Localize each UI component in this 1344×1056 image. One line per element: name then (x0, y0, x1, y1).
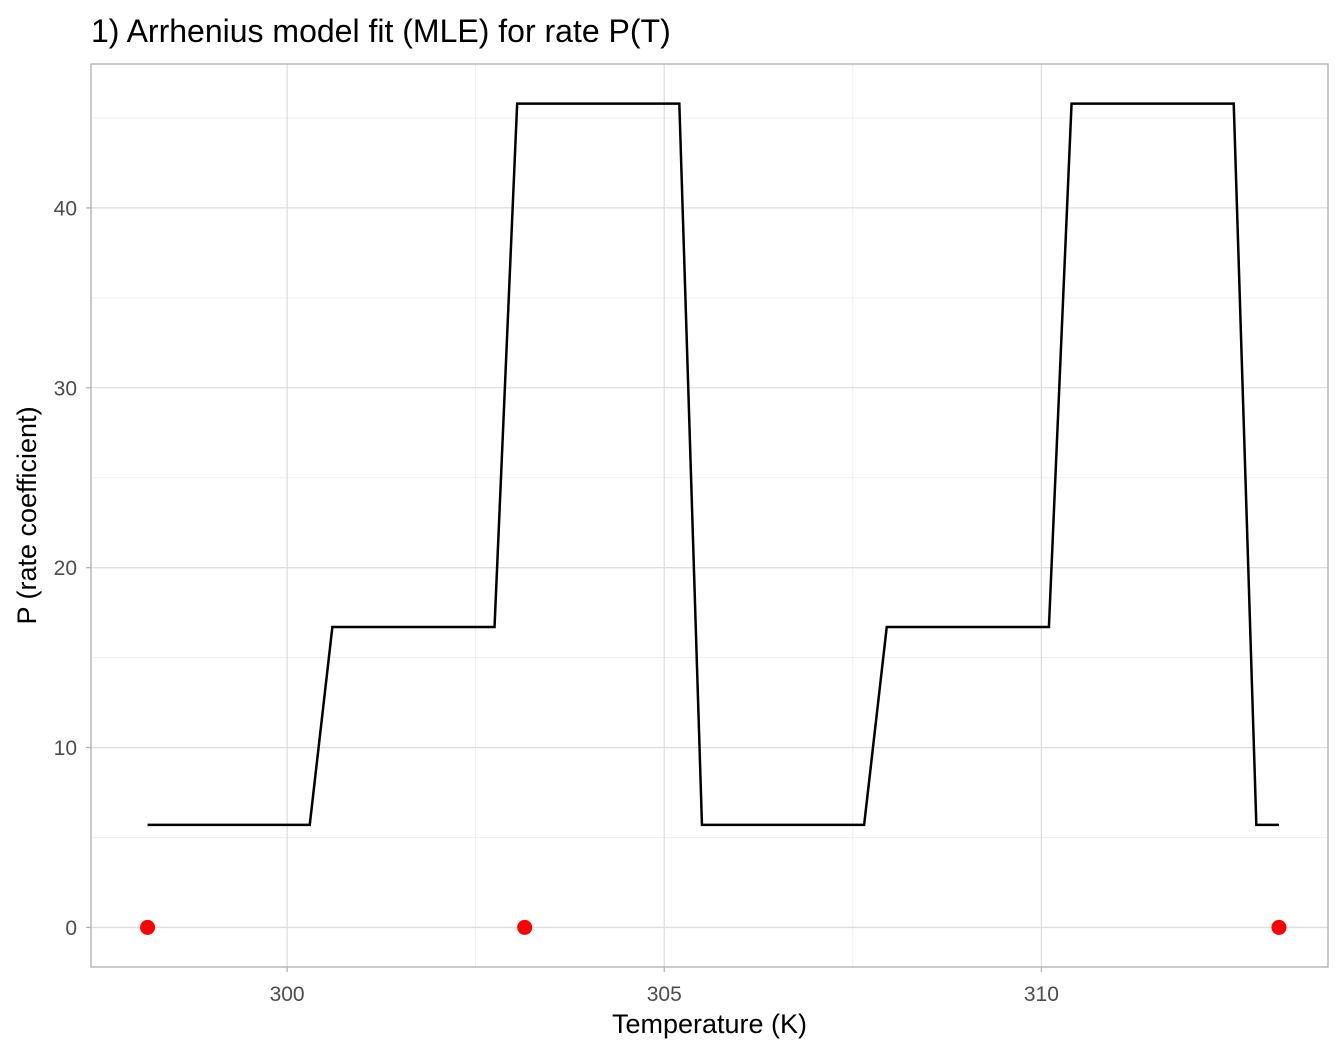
data-series (140, 102, 1287, 935)
y-tick-label: 10 (54, 737, 77, 760)
minor-gridlines (91, 64, 1328, 967)
y-tick-label: 40 (54, 197, 77, 220)
y-tick-label: 20 (54, 557, 77, 580)
x-axis-ticks: 300 305 310 (270, 967, 1059, 1006)
y-tick-label: 0 (65, 917, 77, 940)
x-tick-label: 300 (270, 983, 305, 1006)
x-axis-title: Temperature (K) (612, 1009, 807, 1039)
y-tick-label: 30 (54, 377, 77, 400)
x-tick-label: 310 (1024, 983, 1059, 1006)
x-tick-label: 305 (647, 983, 682, 1006)
plot-panel-border (90, 63, 1329, 968)
chart-title: 1) Arrhenius model fit (MLE) for rate P(… (91, 13, 671, 49)
y-axis-title: P (rate coefficient) (12, 406, 42, 624)
major-gridlines (91, 64, 1328, 967)
fitted-line-series (147, 102, 1279, 827)
data-point (140, 919, 156, 935)
data-point (1271, 919, 1287, 935)
y-axis-ticks: 0 10 20 30 40 (54, 197, 91, 940)
data-point (517, 919, 533, 935)
